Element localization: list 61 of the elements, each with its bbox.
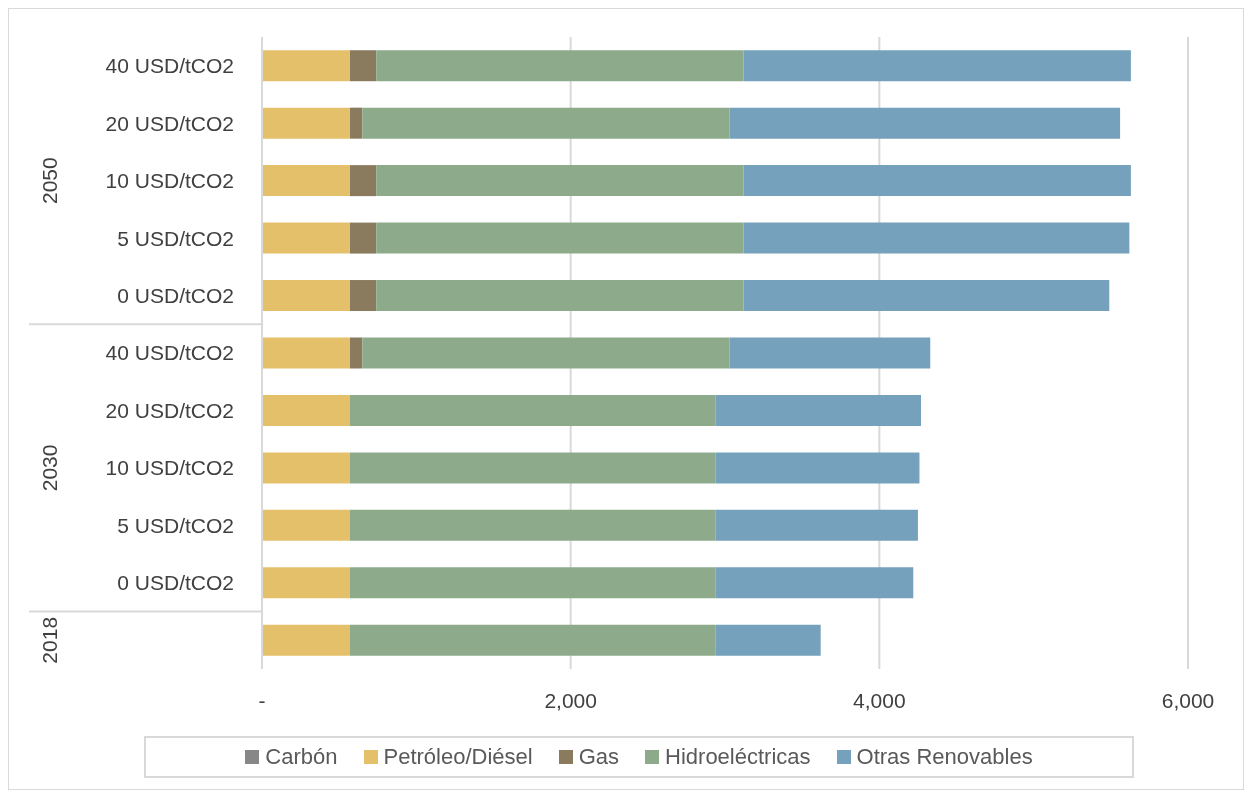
y-tick-label: 40 USD/tCO2 (105, 341, 234, 365)
bar (349, 337, 363, 369)
y-tick-label: 20 USD/tCO2 (105, 111, 234, 135)
bar (376, 50, 744, 82)
bar (376, 165, 744, 197)
bar (729, 107, 1121, 139)
legend-label: Gas (578, 744, 620, 770)
bar (743, 165, 1131, 197)
legend-label: Otras Renovables (856, 744, 1033, 770)
legend-label: Hidroeléctricas (665, 744, 811, 770)
bar (715, 394, 921, 426)
bar (262, 624, 350, 656)
bar (349, 107, 363, 139)
bar (349, 624, 716, 656)
bar (262, 222, 350, 254)
bar (262, 337, 350, 369)
bar (349, 222, 377, 254)
bar (376, 280, 744, 312)
bar (349, 280, 377, 312)
y-tick-label: 5 USD/tCO2 (117, 513, 234, 537)
bar (743, 222, 1130, 254)
y-tick-label: 10 USD/tCO2 (105, 169, 234, 193)
bar (349, 165, 377, 197)
bar (262, 394, 350, 426)
bar (349, 50, 377, 82)
bar (349, 509, 716, 541)
bar (262, 567, 350, 599)
x-tick-label: - (258, 688, 266, 712)
bar (743, 280, 1110, 312)
bar (715, 452, 920, 484)
bar (262, 509, 350, 541)
legend-label: Petróleo/Diésel (383, 744, 533, 770)
bar (262, 280, 350, 312)
text: 2030 (37, 444, 61, 492)
bar (715, 624, 821, 656)
y-tick-label: 40 USD/tCO2 (105, 54, 234, 78)
bar (743, 50, 1131, 82)
text: 2050 (37, 157, 61, 204)
bar (362, 107, 730, 139)
y-tick-label: 5 USD/tCO2 (117, 226, 234, 250)
bar (362, 337, 730, 369)
bar (715, 509, 918, 541)
y-tick-label: 0 USD/tCO2 (117, 284, 234, 307)
x-tick-label: 6,000 (1161, 688, 1215, 712)
y-tick-label: 20 USD/tCO2 (105, 398, 234, 422)
x-tick-label: 2,000 (544, 688, 597, 712)
y-tick-label: 0 USD/tCO2 (117, 571, 234, 595)
legend-label: Carbón (265, 744, 338, 770)
bar (729, 337, 931, 369)
bar (349, 452, 716, 484)
bar (376, 222, 744, 254)
bar (262, 165, 350, 197)
text: 2018 (37, 616, 61, 664)
bar (262, 50, 350, 82)
y-tick-label: 10 USD/tCO2 (105, 456, 234, 480)
x-tick-label: 4,000 (853, 688, 906, 712)
bar (349, 394, 716, 426)
bar (262, 107, 350, 139)
bar (262, 452, 350, 484)
bar (715, 567, 914, 599)
bar (349, 567, 716, 599)
